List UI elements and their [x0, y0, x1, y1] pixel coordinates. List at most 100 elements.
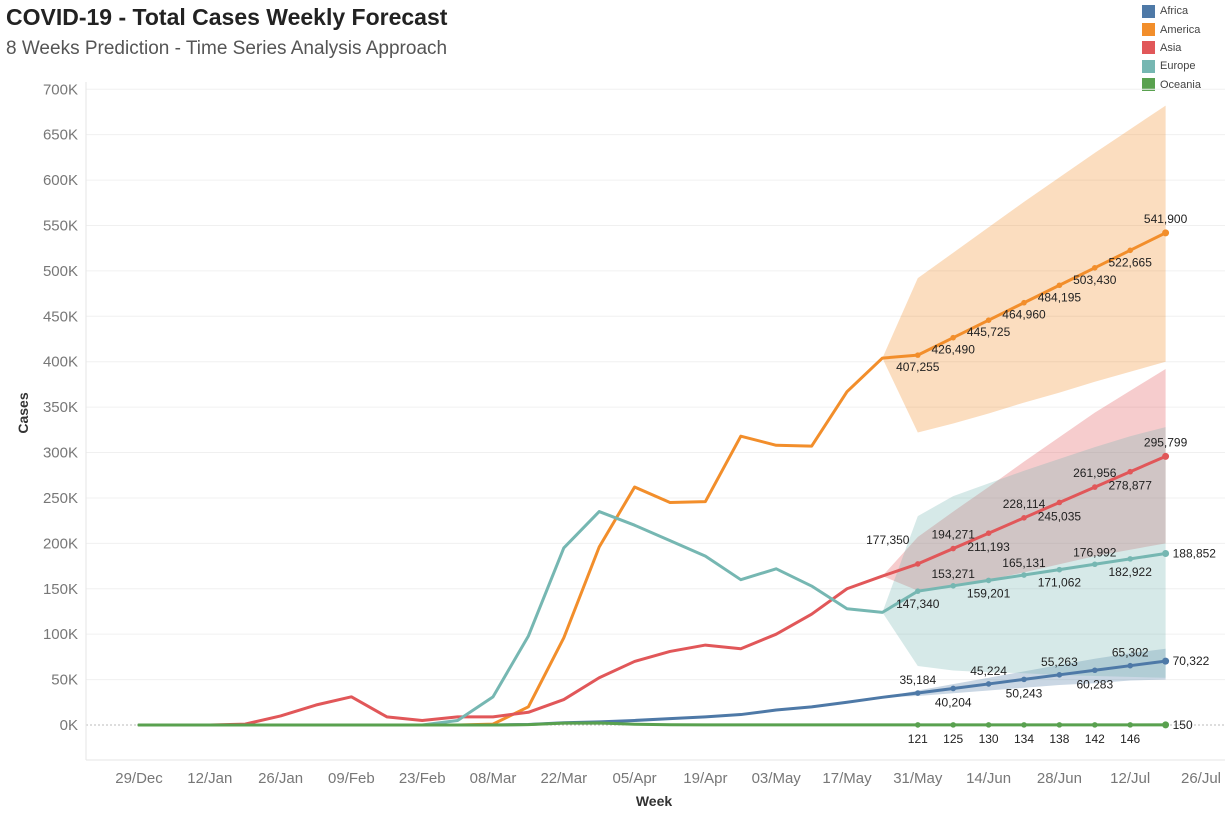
data-point-america: [915, 352, 921, 358]
x-tick-label: 08/Mar: [470, 770, 517, 787]
data-label-europe: 182,922: [1109, 565, 1153, 579]
data-label-asia: 245,035: [1038, 509, 1082, 523]
legend-item-asia[interactable]: Asia: [1142, 39, 1201, 57]
y-tick-label: 350K: [43, 399, 78, 416]
forecast-bands: [882, 105, 1166, 725]
x-tick-label: 14/Jun: [966, 770, 1011, 787]
data-label-america: 541,900: [1144, 212, 1188, 226]
legend-swatch-africa: [1142, 4, 1155, 18]
data-label-africa: 50,243: [1006, 686, 1043, 700]
x-tick-label: 28/Jun: [1037, 770, 1082, 787]
data-point-asia: [1092, 484, 1098, 490]
y-axis-title: Cases: [15, 392, 31, 433]
y-tick-label: 550K: [43, 217, 78, 234]
data-point-africa: [950, 685, 956, 692]
data-point-europe: [915, 588, 921, 594]
data-label-oceania: 121: [908, 732, 928, 746]
data-label-america: 484,195: [1038, 290, 1082, 304]
x-tick-label: 26/Jul: [1181, 770, 1221, 787]
data-label-america: 522,665: [1109, 255, 1153, 269]
data-point-africa: [1162, 657, 1170, 665]
legend-item-oceania[interactable]: Oceania: [1142, 76, 1201, 94]
data-label-africa: 45,224: [970, 664, 1007, 678]
legend-item-america[interactable]: America: [1142, 20, 1201, 38]
data-point-oceania: [1162, 721, 1170, 729]
data-point-asia: [950, 545, 956, 552]
data-point-asia: [915, 561, 921, 567]
y-tick-label: 250K: [43, 490, 78, 507]
data-point-europe: [1021, 572, 1027, 578]
data-label-africa: 65,302: [1112, 646, 1149, 660]
x-tick-label: 03/May: [752, 770, 802, 787]
data-labels: 35,184 40,204 45,224 50,243 55,263 60,283 65,3…: [866, 212, 1216, 746]
legend-swatch-america: [1142, 23, 1155, 37]
data-label-asia: 177,350: [866, 533, 910, 547]
data-point-oceania: [985, 722, 992, 728]
legend-label-america: America: [1160, 23, 1201, 36]
x-tick-label: 05/Apr: [612, 770, 656, 787]
data-label-europe: 171,062: [1038, 576, 1082, 590]
data-label-america: 426,490: [932, 343, 976, 357]
data-label-europe: 188,852: [1173, 546, 1217, 560]
data-point-africa: [1127, 662, 1133, 669]
data-point-europe: [1092, 561, 1098, 568]
data-label-africa: 35,184: [899, 673, 936, 687]
data-point-oceania: [1127, 722, 1133, 728]
data-point-asia: [1056, 499, 1063, 506]
y-tick-label: 0K: [60, 717, 78, 734]
y-tick-label: 100K: [43, 626, 78, 643]
data-label-america: 503,430: [1073, 273, 1117, 287]
x-axis-title: Week: [636, 793, 673, 809]
axes: 0K 50K 100K 150K 200K 250K 300K 350K 400K 450K 500…: [15, 81, 1225, 809]
x-tick-label: 31/May: [893, 770, 943, 787]
data-point-africa: [985, 681, 992, 687]
data-point-africa: [1021, 676, 1027, 683]
data-point-africa: [915, 690, 921, 696]
data-point-oceania: [1092, 722, 1098, 728]
y-tick-label: 650K: [43, 127, 78, 144]
data-label-europe: 159,201: [967, 586, 1011, 600]
data-label-america: 464,960: [1002, 308, 1046, 322]
data-label-africa: 55,263: [1041, 655, 1078, 669]
y-tick-label: 500K: [43, 263, 78, 280]
data-point-america: [1162, 229, 1170, 237]
forecast-band-africa: [882, 648, 1166, 698]
legend-item-europe[interactable]: Europe: [1142, 57, 1201, 75]
data-point-africa: [1056, 672, 1063, 678]
x-tick-label: 22/Mar: [540, 770, 587, 787]
x-tick-label: 12/Jul: [1110, 770, 1150, 787]
data-label-asia: 278,877: [1109, 479, 1153, 493]
forecast-band-asia: [882, 368, 1166, 591]
y-tick-label: 450K: [43, 308, 78, 325]
legend-swatch-asia: [1142, 41, 1155, 55]
x-tick-label: 12/Jan: [187, 770, 232, 787]
data-point-oceania: [950, 722, 956, 728]
y-tick-label: 300K: [43, 445, 78, 462]
data-label-asia: 228,114: [1003, 497, 1046, 511]
chart-subtitle: 8 Weeks Prediction - Time Series Analysi…: [6, 38, 448, 59]
data-point-oceania: [1021, 722, 1027, 728]
y-tick-label: 700K: [43, 81, 78, 98]
data-label-africa: 70,322: [1173, 654, 1210, 668]
data-point-europe: [1127, 556, 1133, 562]
data-label-oceania: 130: [979, 732, 999, 746]
x-tick-label: 29/Dec: [115, 770, 163, 787]
data-label-america: 445,725: [967, 325, 1011, 339]
data-point-oceania: [1056, 722, 1063, 728]
legend-label-asia: Asia: [1160, 41, 1182, 54]
legend-item-africa[interactable]: Africa: [1142, 2, 1201, 20]
data-label-oceania: 134: [1014, 732, 1034, 746]
data-label-europe: 153,271: [932, 567, 976, 581]
data-point-asia: [985, 530, 992, 536]
data-label-oceania: 125: [943, 732, 963, 746]
data-label-africa: 60,283: [1076, 677, 1113, 691]
data-point-america: [950, 334, 956, 341]
data-point-america: [1021, 299, 1027, 306]
chart-title: COVID-19 - Total Cases Weekly Forecast: [6, 4, 448, 30]
y-tick-label: 150K: [43, 581, 78, 598]
series-lines: [137, 229, 1170, 729]
data-point-asia: [1127, 468, 1133, 475]
data-point-europe: [950, 582, 956, 589]
series-line-asia: [137, 454, 1168, 727]
